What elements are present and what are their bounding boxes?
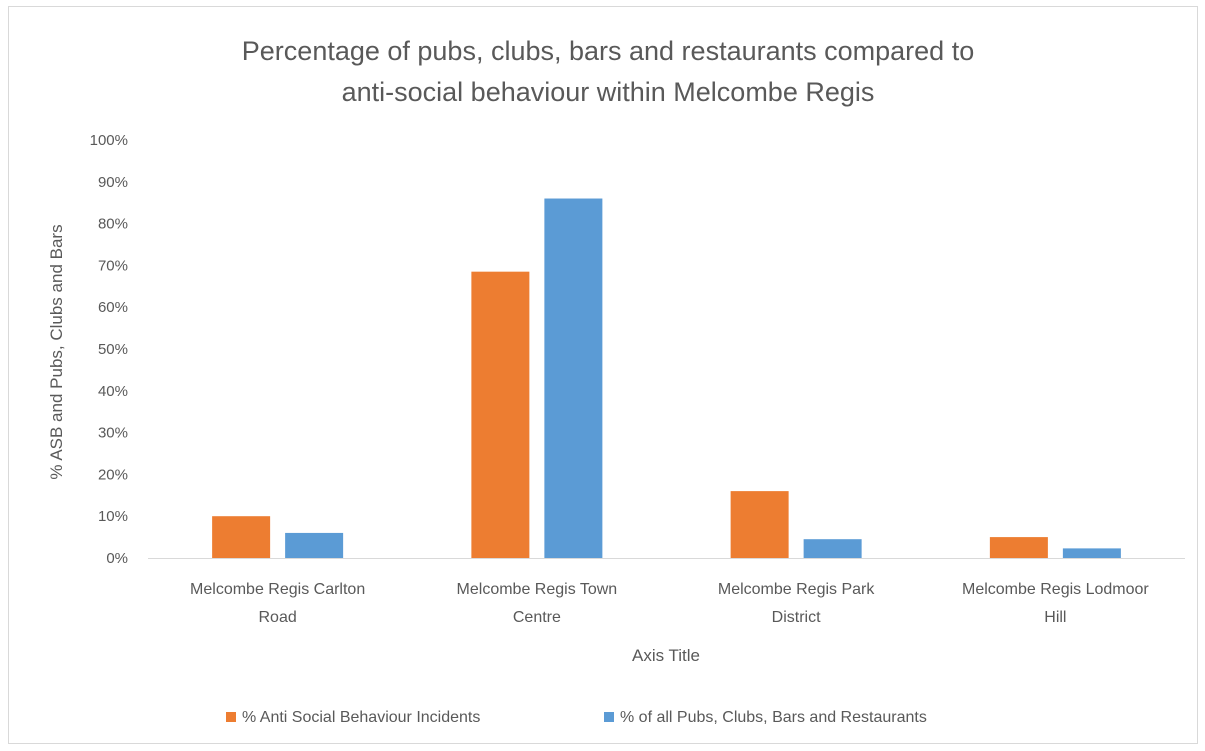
y-tick-label: 70% (98, 257, 128, 274)
x-axis-title: Axis Title (632, 646, 700, 665)
y-tick-label: 30% (98, 425, 128, 442)
y-tick-label: 0% (106, 550, 128, 567)
x-category-label: Melcombe Regis Carlton (190, 581, 365, 598)
y-tick-label: 100% (90, 132, 128, 149)
y-tick-label: 80% (98, 216, 128, 233)
x-category-label: Melcombe Regis Park (718, 581, 876, 598)
chart-frame (8, 6, 1198, 744)
legend-label-1: % Anti Social Behaviour Incidents (242, 709, 480, 726)
y-tick-label: 90% (98, 174, 128, 191)
y-tick-label: 60% (98, 299, 128, 316)
chart-title-line-2: anti-social behaviour within Melcombe Re… (342, 77, 875, 107)
y-tick-label: 50% (98, 341, 128, 358)
x-category-label: Melcombe Regis Lodmoor (962, 581, 1149, 598)
x-category-label: District (772, 609, 821, 626)
bar-series-2-category-4 (1062, 548, 1121, 558)
y-tick-label: 40% (98, 383, 128, 400)
y-axis-ticks: 0% 10% 20% 30% 40% 50% 60% 70% 80% 90% 100% (90, 132, 128, 567)
legend-swatch-2 (604, 712, 614, 722)
x-category-label: Road (259, 609, 297, 626)
legend-label-2: % of all Pubs, Clubs, Bars and Restauran… (620, 709, 927, 726)
bar-series-1-category-3 (730, 491, 789, 558)
bar-series-1-category-1 (212, 516, 271, 558)
bar-series-1-category-2 (471, 271, 530, 558)
bar-series-1-category-4 (989, 537, 1048, 558)
chart-title: Percentage of pubs, clubs, bars and rest… (242, 36, 974, 107)
legend-swatch-1 (226, 712, 236, 722)
bars (212, 198, 1121, 558)
chart-title-line-1: Percentage of pubs, clubs, bars and rest… (242, 36, 974, 66)
y-tick-label: 20% (98, 466, 128, 483)
x-category-label: Centre (513, 609, 561, 626)
x-category-label: Melcombe Regis Town (457, 581, 618, 598)
x-category-label: Hill (1044, 609, 1066, 626)
y-axis-title: % ASB and Pubs, Clubs and Bars (47, 224, 66, 479)
bar-series-2-category-1 (285, 532, 344, 558)
y-tick-label: 10% (98, 508, 128, 525)
bar-series-2-category-2 (544, 198, 603, 558)
legend: % Anti Social Behaviour Incidents % of al… (226, 709, 927, 726)
category-labels: Melcombe Regis Carlton Road Melcombe Regis… (190, 581, 1149, 626)
bar-series-2-category-3 (803, 539, 862, 558)
